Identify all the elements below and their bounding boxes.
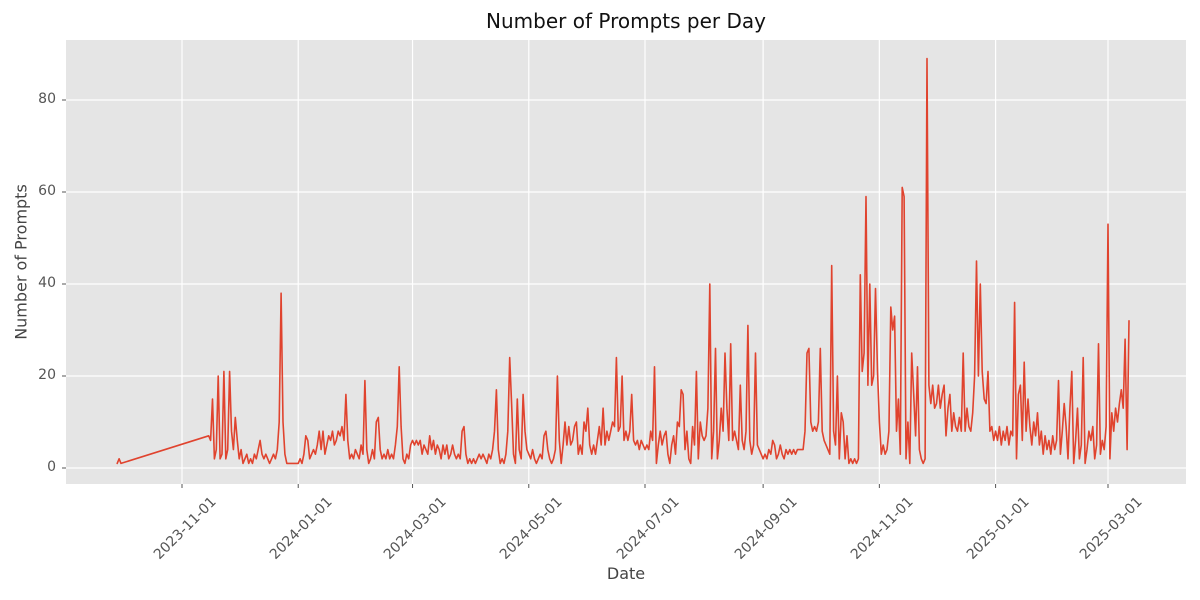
y-tick-label: 80 xyxy=(38,91,56,107)
y-tick-label: 0 xyxy=(47,459,56,475)
chart-title: Number of Prompts per Day xyxy=(486,9,766,33)
y-axis-label: Number of Prompts xyxy=(11,184,31,340)
axis-ticks xyxy=(62,99,1109,488)
plot-area xyxy=(66,40,1186,484)
x-axis-label: Date xyxy=(606,564,646,583)
y-tick-label: 60 xyxy=(38,183,56,199)
y-tick-label: 20 xyxy=(38,367,56,383)
prompts-line xyxy=(116,57,1130,465)
gridlines xyxy=(66,40,1186,484)
y-tick-label: 40 xyxy=(38,275,56,291)
